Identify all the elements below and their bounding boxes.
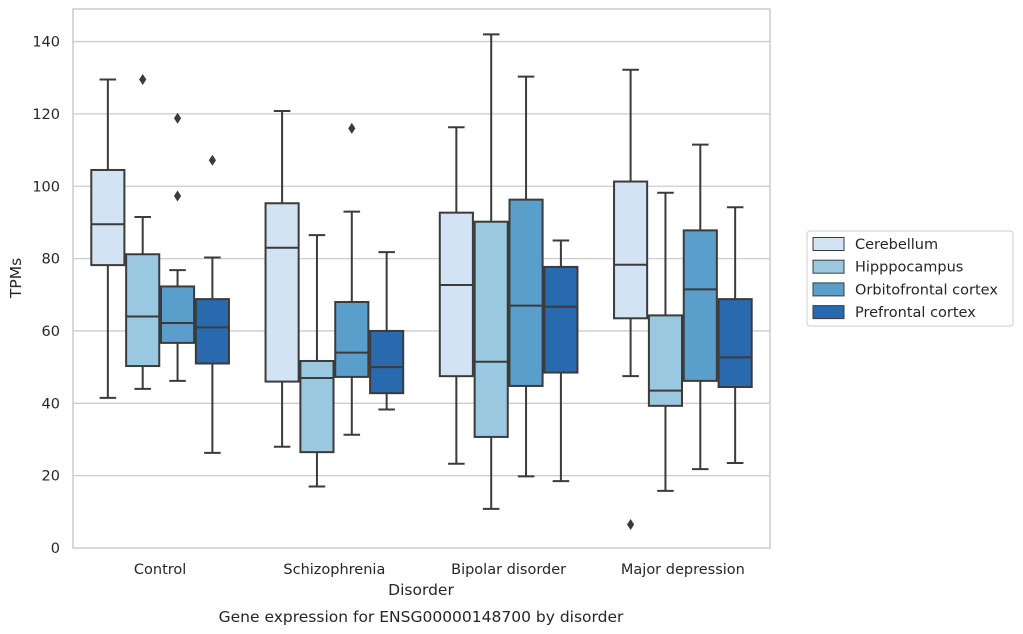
legend-items: Cerebellum Hipppocampus Orbitofrontal cort… (812, 237, 998, 321)
y-tick-label: 40 (42, 396, 60, 412)
box (508, 198, 544, 387)
box (334, 301, 370, 378)
box (647, 314, 684, 407)
legend-label: Hipppocampus (855, 260, 963, 276)
x-tick-label: Control (134, 562, 186, 578)
box (717, 298, 753, 389)
x-tick-label: Schizophrenia (283, 562, 385, 578)
outlier-point (173, 112, 182, 124)
y-tick-label: 60 (42, 324, 60, 340)
x-axis-title: Disorder (388, 581, 454, 599)
series-hipppocampus (125, 33, 684, 510)
legend-label: Cerebellum (855, 237, 938, 253)
outlier-point (627, 518, 635, 530)
legend-swatch (812, 237, 845, 251)
legend-swatch (812, 259, 845, 274)
outlier-point (173, 190, 182, 202)
x-tick-label: Major depression (621, 562, 745, 578)
box (682, 229, 718, 382)
series-cerebellum (90, 68, 649, 530)
outlier-point (348, 122, 356, 134)
box (473, 220, 509, 438)
y-tick-label: 120 (32, 107, 60, 123)
x-axis-ticks: Control Schizophrenia Bipolar disorder Majo… (134, 562, 745, 578)
legend-swatch (812, 305, 845, 320)
legend-label: Prefrontal cortex (855, 305, 976, 321)
x-tick-label: Bipolar disorder (451, 562, 566, 578)
y-tick-label: 0 (51, 541, 60, 557)
box (369, 329, 405, 395)
legend-frame (806, 230, 1014, 327)
legend: Cerebellum Hipppocampus Orbitofrontal cort… (806, 230, 1014, 327)
box (159, 285, 196, 344)
box (613, 180, 649, 320)
y-tick-label: 100 (32, 179, 60, 195)
series-orbitofrontal-cortex (159, 75, 718, 478)
legend-swatch (812, 282, 845, 297)
box (299, 359, 335, 454)
box (543, 265, 579, 374)
box (125, 253, 161, 368)
box (90, 168, 126, 267)
outlier-point (139, 74, 147, 86)
y-axis-title: TPMs (7, 258, 25, 299)
y-tick-label: 140 (32, 35, 60, 51)
y-tick-label: 80 (42, 252, 60, 268)
box (194, 298, 230, 365)
outlier-point (208, 154, 216, 166)
box (438, 211, 474, 378)
chart-caption: Gene expression for ENSG00000148700 by d… (219, 608, 624, 626)
y-axis-ticks: 0 20 40 60 80 100 120 140 (32, 35, 60, 557)
box (264, 202, 300, 383)
legend-label: Orbitofrontal cortex (855, 282, 998, 298)
y-tick-label: 20 (42, 469, 60, 485)
series-prefrontal-cortex (194, 154, 753, 483)
plot-frame (72, 8, 771, 549)
box-series (90, 33, 753, 530)
